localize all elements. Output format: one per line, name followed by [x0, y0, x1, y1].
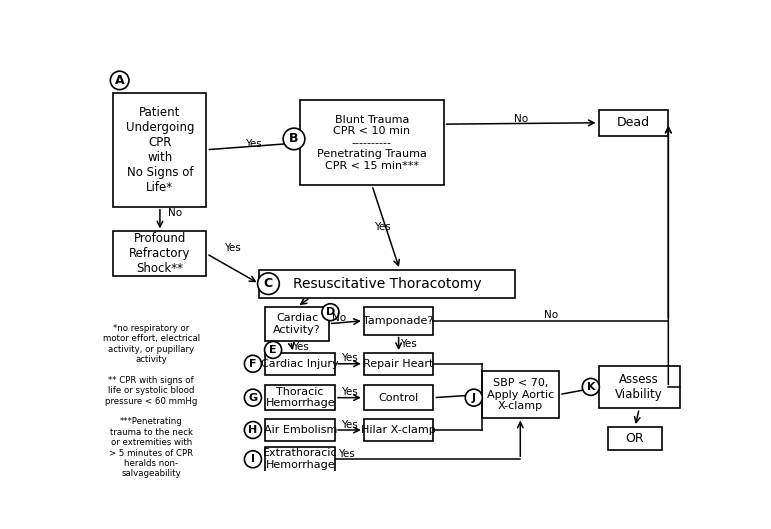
FancyBboxPatch shape [364, 307, 433, 334]
Text: No: No [544, 311, 558, 320]
Circle shape [322, 304, 339, 321]
Text: Assess
Viability: Assess Viability [615, 373, 663, 402]
Text: Control: Control [379, 393, 419, 403]
Text: K: K [587, 382, 595, 392]
Text: No: No [167, 208, 182, 218]
Text: H: H [248, 425, 258, 435]
Circle shape [582, 378, 599, 395]
FancyBboxPatch shape [265, 447, 335, 471]
Text: Hilar X-clamp: Hilar X-clamp [362, 425, 436, 435]
Circle shape [244, 355, 261, 372]
FancyBboxPatch shape [265, 353, 335, 375]
Text: Cardiac Injury: Cardiac Injury [261, 359, 339, 369]
Circle shape [264, 341, 281, 358]
Circle shape [244, 422, 261, 439]
Text: Yes: Yes [245, 139, 261, 149]
Circle shape [283, 128, 305, 150]
Text: Thoracic
Hemorrhage: Thoracic Hemorrhage [265, 387, 335, 408]
FancyBboxPatch shape [608, 427, 662, 450]
Text: Yes: Yes [341, 353, 358, 363]
Text: I: I [251, 454, 255, 464]
FancyBboxPatch shape [364, 385, 433, 410]
FancyBboxPatch shape [364, 353, 433, 375]
Text: Yes: Yes [341, 387, 358, 397]
FancyBboxPatch shape [265, 385, 335, 410]
FancyBboxPatch shape [113, 231, 207, 276]
Text: Yes: Yes [224, 243, 241, 253]
FancyBboxPatch shape [300, 101, 443, 185]
Text: B: B [289, 132, 298, 145]
Circle shape [465, 389, 483, 406]
Text: No: No [332, 313, 346, 323]
Text: Resuscitative Thoracotomy: Resuscitative Thoracotomy [293, 277, 481, 291]
Text: Patient
Undergoing
CPR
with
No Signs of
Life*: Patient Undergoing CPR with No Signs of … [126, 106, 194, 194]
Text: *no respiratory or
motor effort, electrical
activity, or pupillary
activity

** : *no respiratory or motor effort, electri… [103, 324, 200, 478]
FancyBboxPatch shape [265, 419, 335, 441]
Text: Profound
Refractory
Shock**: Profound Refractory Shock** [130, 232, 190, 275]
Text: D: D [326, 307, 335, 317]
Text: Extrathoracic
Hemorrhage: Extrathoracic Hemorrhage [263, 449, 338, 470]
Text: Cardiac
Activity?: Cardiac Activity? [273, 313, 321, 334]
FancyBboxPatch shape [598, 366, 680, 408]
Circle shape [244, 389, 261, 406]
Text: Yes: Yes [400, 339, 417, 349]
Text: Yes: Yes [338, 449, 355, 459]
Text: Yes: Yes [341, 419, 358, 430]
Text: OR: OR [626, 432, 645, 445]
Text: E: E [269, 345, 277, 355]
Text: A: A [115, 74, 124, 87]
Text: Yes: Yes [291, 342, 308, 352]
Text: Tamponade?: Tamponade? [363, 316, 434, 326]
Circle shape [244, 451, 261, 468]
Text: J: J [472, 393, 476, 403]
Text: C: C [264, 277, 273, 290]
Text: No: No [514, 114, 528, 124]
FancyBboxPatch shape [265, 307, 329, 341]
FancyBboxPatch shape [598, 110, 668, 136]
Text: Air Embolism: Air Embolism [264, 425, 337, 435]
FancyBboxPatch shape [364, 419, 433, 441]
Text: Yes: Yes [375, 223, 391, 232]
FancyBboxPatch shape [113, 93, 207, 207]
Text: G: G [248, 393, 258, 403]
Text: Dead: Dead [617, 116, 650, 129]
Text: Blunt Trauma
CPR < 10 min
----------
Penetrating Trauma
CPR < 15 min***: Blunt Trauma CPR < 10 min ---------- Pen… [317, 115, 427, 171]
Text: Repair Heart: Repair Heart [363, 359, 434, 369]
Text: SBP < 70,
Apply Aortic
X-clamp: SBP < 70, Apply Aortic X-clamp [487, 378, 554, 411]
Circle shape [110, 71, 129, 89]
Circle shape [258, 273, 279, 295]
Text: F: F [249, 359, 257, 369]
FancyBboxPatch shape [482, 371, 559, 418]
FancyBboxPatch shape [259, 270, 515, 297]
